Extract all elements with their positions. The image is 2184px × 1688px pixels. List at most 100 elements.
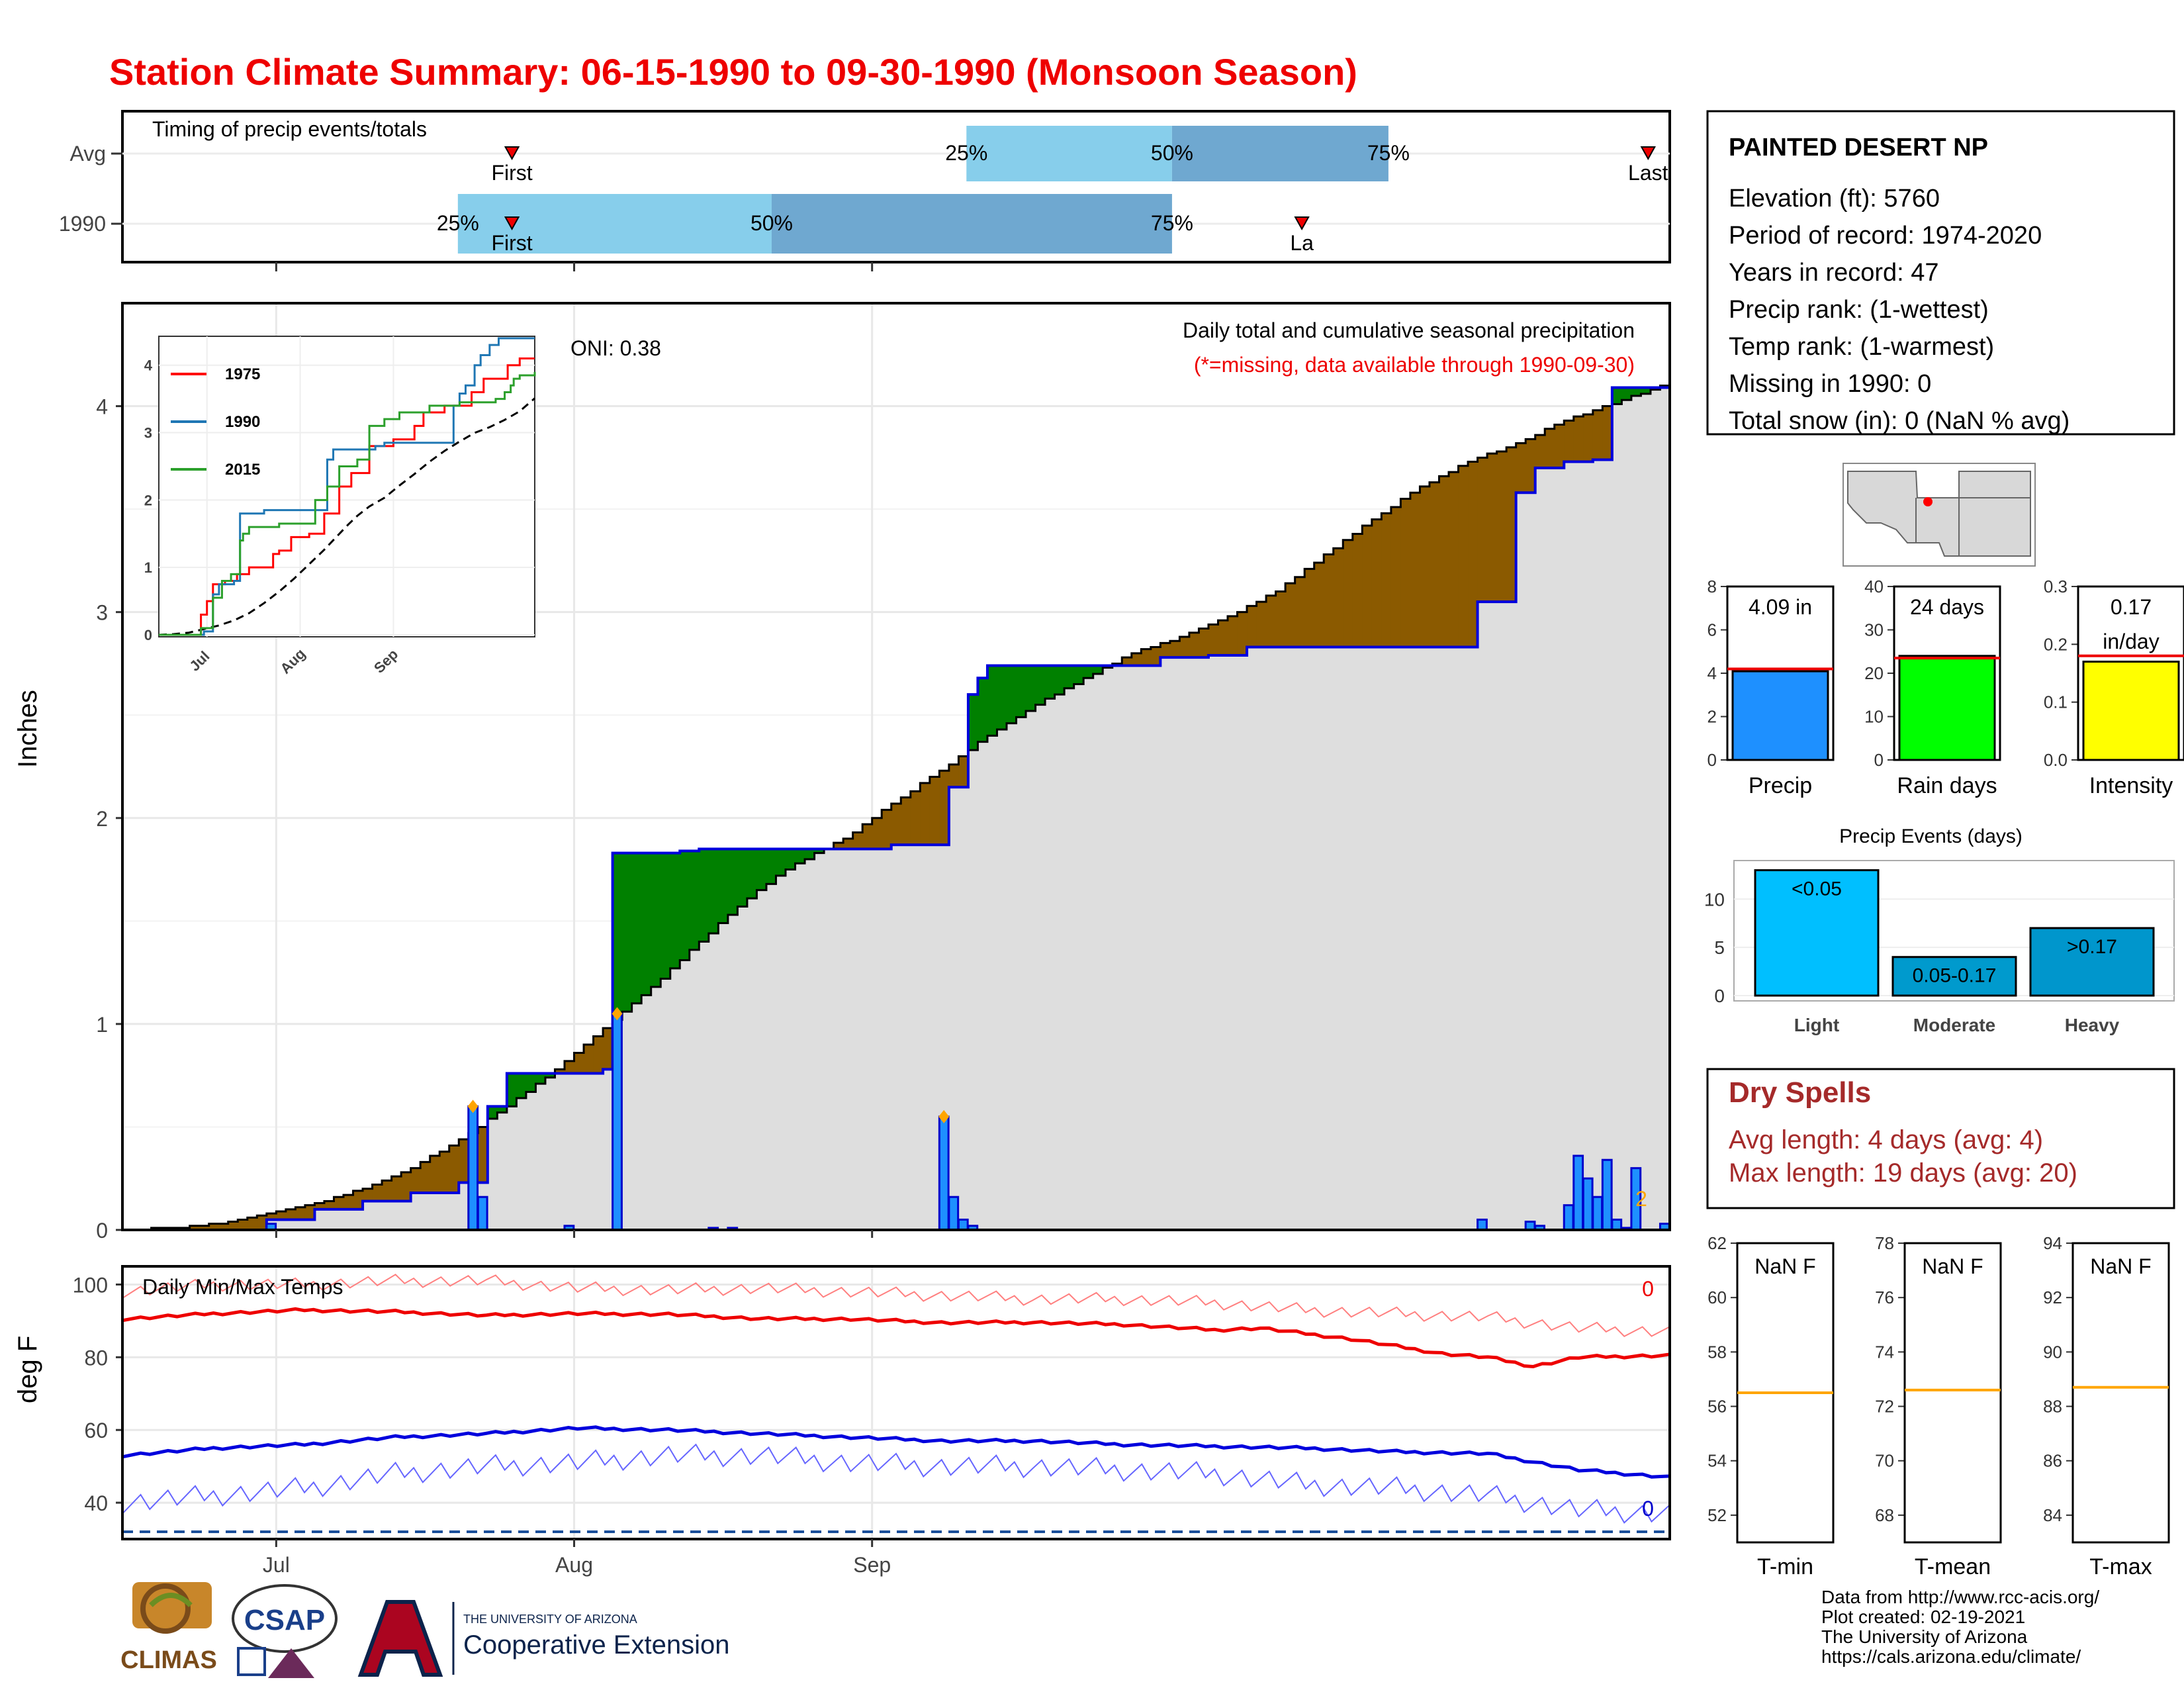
csap-text: CSAP <box>244 1604 325 1636</box>
x-tick-label: Aug <box>555 1553 593 1577</box>
temp-y-tick-label: 100 <box>73 1273 108 1297</box>
deficit-area <box>363 1188 373 1201</box>
dry-spells-max: Max length: 19 days (avg: 20) <box>1729 1158 2077 1188</box>
inset-y-tick-label: 3 <box>144 425 152 442</box>
y-tick-label: 1 <box>96 1013 108 1037</box>
timing-panel: Timing of precip events/totals Avg 25% 50%… <box>59 110 1671 271</box>
inset-y-tick-label: 1 <box>144 559 152 576</box>
timing-percentile-label: 50% <box>751 211 793 235</box>
surplus-area <box>756 849 767 890</box>
temp-panel-tick-label: 84 <box>2043 1505 2062 1525</box>
deficit-area <box>1458 465 1469 647</box>
deficit-area <box>228 1221 238 1230</box>
footer-line: Plot created: 02-19-2021 <box>1821 1607 2025 1627</box>
surplus-area <box>1045 665 1056 699</box>
deficit-area <box>1343 539 1353 647</box>
temp-y-tick-label: 60 <box>84 1419 108 1442</box>
surplus-area <box>747 849 758 899</box>
deficit-area <box>1160 643 1171 658</box>
surplus-area <box>670 853 680 968</box>
daily-precip-bar <box>1563 1204 1574 1231</box>
temp-y-tick-label: 40 <box>84 1491 108 1515</box>
daily-precip-bar <box>1611 1218 1623 1231</box>
x-tick-label: Jul <box>263 1553 290 1577</box>
temp-panel-tick-label: 58 <box>1707 1342 1727 1362</box>
summary-y-tick-label: 0.0 <box>2044 750 2068 770</box>
surplus-area <box>766 849 777 884</box>
deficit-area <box>1449 472 1459 647</box>
deficit-area <box>1199 628 1209 658</box>
deficit-area <box>852 832 863 849</box>
timing-row-label: 1990 <box>59 212 106 236</box>
timing-percentile-label: 75% <box>1367 141 1410 165</box>
deficit-area <box>1545 428 1555 468</box>
temp-panel-value: NaN F <box>1754 1254 1815 1278</box>
temps-panel: 40 60 80 100 Daily Min/Max Temps deg F 0 0 <box>13 1265 1671 1540</box>
summary-y-tick-label: 2 <box>1707 707 1717 727</box>
surplus-area <box>1641 387 1651 394</box>
inset-avg-line <box>158 397 535 636</box>
coop-text: Cooperative Extension <box>463 1630 729 1660</box>
deficit-area <box>449 1145 459 1193</box>
deficit-area <box>1602 406 1613 460</box>
deficit-area <box>1468 461 1479 647</box>
surplus-area <box>987 665 998 736</box>
station-info-line: Years in record: 47 <box>1729 259 1939 287</box>
timing-bar-50-75 <box>1171 126 1388 181</box>
summary-y-tick-label: 0.1 <box>2044 692 2068 712</box>
deficit-area <box>1237 612 1248 655</box>
deficit-area <box>1371 519 1382 647</box>
temp-panel-tick-label: 72 <box>1875 1397 1894 1417</box>
min-missing-count: 0 <box>1642 1497 1654 1521</box>
temps-label: Daily Min/Max Temps <box>142 1275 343 1299</box>
y-tick-label: 0 <box>96 1219 108 1243</box>
temp-panel-tick-label: 92 <box>2043 1288 2062 1307</box>
inset-legend-label: 1975 <box>225 365 260 383</box>
deficit-area <box>882 810 892 849</box>
surplus-area <box>1026 665 1036 711</box>
surplus-area <box>795 849 805 864</box>
deficit-area <box>891 804 901 845</box>
deficit-area <box>199 1225 210 1230</box>
y-axis-label: Inches <box>13 690 42 768</box>
temp-y-tick-label: 80 <box>84 1346 108 1370</box>
inset-y-tick-label: 0 <box>144 627 152 643</box>
deficit-area <box>1169 641 1180 658</box>
summary-y-tick-label: 8 <box>1707 577 1717 596</box>
temp-panel-tick-label: 76 <box>1875 1288 1894 1307</box>
timing-marker <box>1294 216 1310 231</box>
temp-panel-tick-label: 54 <box>1707 1451 1727 1471</box>
ua-small-text: THE UNIVERSITY OF ARIZONA <box>463 1613 637 1626</box>
timing-bar-50-75 <box>771 194 1172 254</box>
summary-y-tick-label: 0.2 <box>2044 634 2068 654</box>
deficit-area <box>1487 453 1498 602</box>
summary-y-tick-label: 30 <box>1864 620 1884 640</box>
temps-ylabel: deg F <box>13 1336 42 1403</box>
deficit-area <box>1275 591 1286 647</box>
deficit-area <box>1592 410 1603 460</box>
deficit-area <box>574 1053 584 1074</box>
deficit-area <box>1410 492 1421 647</box>
surplus-area <box>805 849 815 859</box>
deficit-area <box>478 1127 488 1183</box>
deficit-area <box>1564 420 1574 462</box>
temp-panel-value: NaN F <box>2090 1254 2151 1278</box>
surplus-area <box>545 1073 556 1078</box>
daily-precip-bar <box>467 1105 479 1231</box>
surplus-area <box>516 1073 527 1098</box>
temp-max-avg-line <box>122 1274 1670 1337</box>
daily-precip-bar <box>1592 1196 1604 1231</box>
y-tick-label: 2 <box>96 807 108 831</box>
temp-panel-tick-label: 90 <box>2043 1342 2062 1362</box>
daily-precip-bar <box>957 1218 969 1231</box>
precip-panel: 0 1 2 3 4 Inches ONI: 0.38 Daily total and c… <box>13 302 1671 1243</box>
deficit-area <box>1429 482 1440 647</box>
timing-percentile-label: 50% <box>1151 141 1193 165</box>
station-info-line: Precip rank: (1-wettest) <box>1729 296 1989 324</box>
deficit-area <box>324 1201 335 1209</box>
timing-marker <box>1640 146 1657 161</box>
daily-precip-bar <box>948 1196 960 1231</box>
surplus-area <box>506 1073 517 1107</box>
deficit-area <box>833 843 844 849</box>
deficit-area <box>208 1223 219 1230</box>
